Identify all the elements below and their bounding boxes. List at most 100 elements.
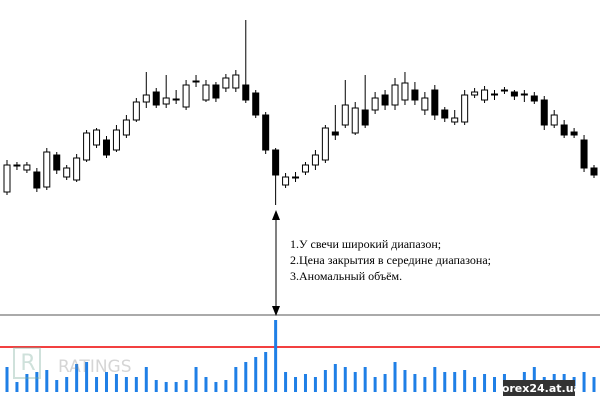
candle-body bbox=[33, 171, 41, 189]
volume-bar bbox=[244, 362, 248, 392]
volume-bar bbox=[284, 372, 288, 392]
candle-body bbox=[112, 129, 120, 151]
candle-body bbox=[152, 91, 160, 106]
candle-body bbox=[182, 84, 190, 108]
candle-body bbox=[222, 77, 230, 89]
candle-body bbox=[341, 104, 349, 126]
candle-body bbox=[252, 92, 260, 116]
volume-bar bbox=[473, 377, 477, 392]
volume-bar bbox=[433, 367, 437, 392]
volume-bar bbox=[45, 370, 49, 392]
volume-bar bbox=[443, 372, 447, 392]
volume-bar bbox=[75, 364, 79, 392]
volume-bar bbox=[393, 362, 397, 392]
volume-bar bbox=[15, 382, 19, 392]
site-watermark: forex24.at.ua bbox=[497, 382, 581, 395]
volume-bar bbox=[353, 372, 357, 392]
candle-body bbox=[292, 176, 300, 179]
volume-bar bbox=[463, 370, 467, 392]
volume-bar bbox=[234, 367, 238, 392]
volume-bar bbox=[25, 374, 29, 392]
volume-bar bbox=[124, 377, 128, 392]
volume-bar bbox=[85, 362, 89, 392]
candle-body bbox=[232, 74, 240, 89]
candle-body bbox=[500, 89, 508, 92]
candle-body bbox=[242, 84, 250, 101]
candle-body bbox=[13, 164, 21, 167]
volume-bar bbox=[194, 367, 198, 392]
candle-body bbox=[411, 89, 419, 101]
volume-bar bbox=[423, 377, 427, 392]
candle-body bbox=[351, 107, 359, 134]
volume-bar bbox=[373, 377, 377, 392]
volume-bar bbox=[453, 372, 457, 392]
candle-body bbox=[63, 167, 71, 178]
volume-bar bbox=[114, 374, 118, 392]
volume-bar bbox=[144, 367, 148, 392]
volume-bar bbox=[363, 367, 367, 392]
volume-bar bbox=[224, 380, 228, 392]
candle-body bbox=[331, 131, 339, 136]
candle-body bbox=[102, 139, 110, 156]
candle-body bbox=[550, 114, 558, 126]
candle-body bbox=[401, 82, 409, 101]
candle-body bbox=[122, 119, 130, 136]
svg-text:R: R bbox=[20, 351, 35, 376]
volume-bar bbox=[65, 377, 69, 392]
candle-body bbox=[172, 98, 180, 101]
candle-body bbox=[481, 89, 489, 101]
volume-bar bbox=[264, 352, 268, 392]
volume-bar bbox=[55, 380, 59, 392]
candle-body bbox=[361, 109, 369, 126]
candle-body bbox=[3, 164, 11, 193]
arrow bbox=[272, 210, 280, 316]
volume-bar bbox=[303, 374, 307, 392]
volume-bar bbox=[5, 367, 9, 392]
site-badge bbox=[503, 380, 575, 396]
volume-bar bbox=[184, 380, 188, 392]
candle-body bbox=[142, 94, 150, 103]
candle-body bbox=[192, 80, 200, 83]
volume-bar bbox=[214, 382, 218, 392]
candle-body bbox=[43, 151, 51, 188]
volume-bar bbox=[294, 377, 298, 392]
volume-bar bbox=[403, 370, 407, 392]
candle-body bbox=[391, 84, 399, 106]
volume-bar bbox=[483, 374, 487, 392]
annotation: 3.Аномальный объём. bbox=[290, 269, 402, 283]
volume-bar bbox=[313, 377, 317, 392]
volume-bar bbox=[95, 377, 99, 392]
candle-body bbox=[540, 99, 548, 126]
candle-body bbox=[272, 149, 280, 176]
annotation: 2.Цена закрытия в середине диапазона; bbox=[290, 253, 491, 267]
volume-bar bbox=[154, 380, 158, 392]
candle-body bbox=[132, 101, 140, 121]
volume-bar bbox=[164, 382, 168, 392]
volume-bar bbox=[104, 372, 108, 392]
candle-body bbox=[83, 132, 91, 161]
candle-body bbox=[520, 93, 528, 96]
volume-bar bbox=[532, 367, 536, 392]
volume-bar bbox=[582, 372, 586, 392]
candle-body bbox=[202, 84, 210, 101]
volume-bar bbox=[254, 357, 258, 392]
volume-bar bbox=[383, 374, 387, 392]
annotation: 1.У свечи широкий диапазон; bbox=[290, 237, 441, 251]
volume-bar bbox=[35, 372, 39, 392]
volume-bar bbox=[274, 320, 278, 392]
candle-body bbox=[451, 117, 459, 123]
volume-bar bbox=[174, 382, 178, 392]
volume-bar bbox=[204, 377, 208, 392]
volume-bar bbox=[134, 377, 138, 392]
candle-body bbox=[580, 139, 588, 169]
volume-bar bbox=[413, 374, 417, 392]
candle-body bbox=[530, 95, 538, 102]
volume-bar bbox=[493, 377, 497, 392]
candle-body bbox=[421, 97, 429, 111]
candle-body bbox=[510, 91, 518, 97]
candle-body bbox=[381, 94, 389, 106]
candle-body bbox=[311, 154, 319, 166]
candle-body bbox=[301, 164, 309, 173]
candle-body bbox=[23, 164, 31, 171]
